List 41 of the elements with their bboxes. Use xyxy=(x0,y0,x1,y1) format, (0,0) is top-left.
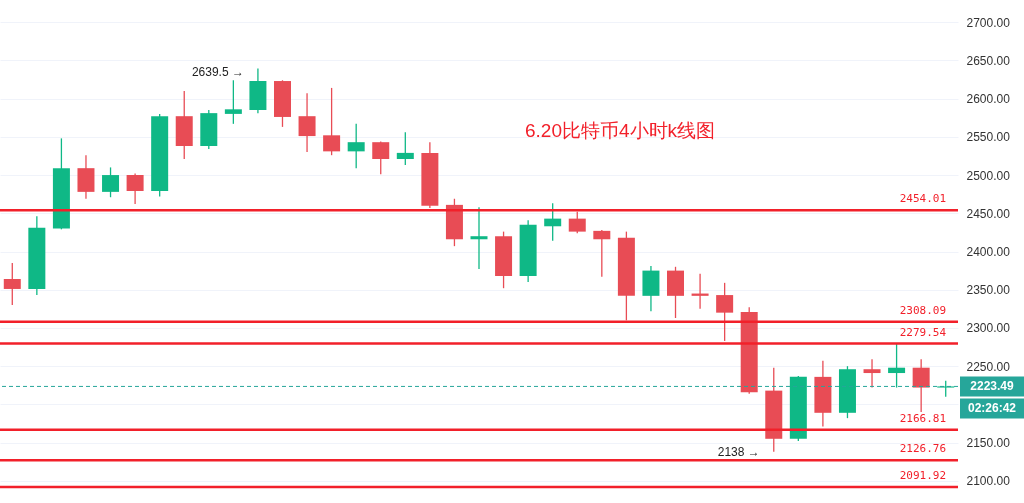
y-tick-label: 2500.00 xyxy=(966,168,1011,183)
text: 6.20比特币4小时k线图 xyxy=(525,120,716,141)
ref-line-label: 2454.01 xyxy=(899,192,946,206)
candlestick xyxy=(102,166,120,198)
candlestick xyxy=(470,206,488,270)
candlestick xyxy=(888,342,906,389)
annotation: 2639.5 → xyxy=(191,65,244,80)
candlestick xyxy=(372,140,390,175)
candlestick xyxy=(544,202,562,242)
y-tick-label: 2550.00 xyxy=(966,130,1011,145)
candlestick xyxy=(396,131,414,166)
candlestick xyxy=(716,282,734,342)
y-tick-label: 2250.00 xyxy=(966,359,1011,374)
candlestick xyxy=(298,92,316,153)
ref-line-label: 2091.92 xyxy=(899,469,946,483)
candlestick xyxy=(224,79,242,125)
candlestick xyxy=(77,154,95,200)
candlestick xyxy=(347,123,365,169)
ref-line-label: 2166.81 xyxy=(899,411,946,425)
y-tick-label: 2100.00 xyxy=(966,474,1011,489)
y-tick-label: 2350.00 xyxy=(966,283,1011,298)
ref-line-label: 2223.49 xyxy=(970,379,1015,394)
y-tick-label: 2650.00 xyxy=(966,53,1011,68)
candlestick xyxy=(568,211,586,234)
ref-line-label: 2308.09 xyxy=(899,303,946,317)
y-tick-label: 2400.00 xyxy=(966,245,1011,259)
ref-line-label: 2126.76 xyxy=(899,442,946,456)
candlestick xyxy=(912,358,930,413)
ref-line-label: 2279.54 xyxy=(899,325,947,339)
candlestick xyxy=(863,358,881,389)
y-tick-label: 2700.00 xyxy=(966,15,1011,30)
y-tick-label: 2150.00 xyxy=(966,436,1011,451)
y-tick-label: 2600.00 xyxy=(966,92,1011,107)
text: 02:26:42 xyxy=(967,401,1017,416)
candlestick xyxy=(3,262,21,306)
candlestick xyxy=(323,87,341,156)
candlestick xyxy=(593,229,611,278)
annotation: 2138 → xyxy=(717,444,760,459)
y-tick-label: 2450.00 xyxy=(966,206,1011,221)
y-tick-label: 2300.00 xyxy=(966,321,1011,336)
candlestick xyxy=(126,172,144,205)
